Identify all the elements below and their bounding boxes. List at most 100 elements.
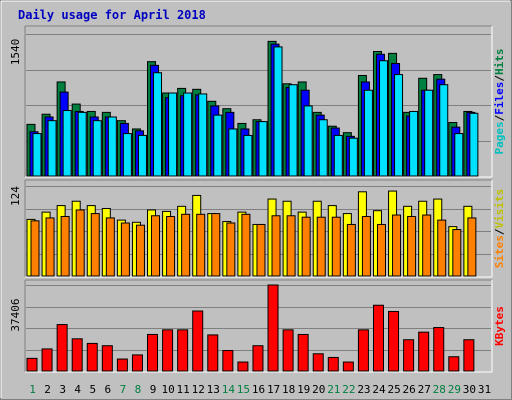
bar-pages-day-10	[168, 92, 178, 177]
x-tick-label: 21	[327, 383, 340, 396]
bar-pages-day-7	[122, 133, 132, 177]
bar-kbytes-day-10	[162, 329, 174, 372]
x-tick-label: 24	[372, 383, 386, 396]
bar-pages-day-9	[153, 72, 163, 177]
bar-pages-day-23	[363, 89, 373, 177]
x-tick-label: 20	[312, 383, 325, 396]
bar-pages-day-11	[183, 92, 193, 177]
x-tick-label: 27	[418, 383, 431, 396]
bar-kbytes-day-16	[252, 345, 264, 372]
x-tick-label: 5	[89, 383, 96, 396]
bar-pages-day-27	[424, 89, 434, 177]
bar-sites-day-5	[90, 213, 100, 277]
x-tick-label: 10	[161, 383, 174, 396]
ymax-label: 124	[9, 186, 22, 206]
bar-kbytes-day-17	[267, 284, 279, 372]
bar-kbytes-day-22	[342, 361, 354, 372]
bar-kbytes-day-11	[177, 329, 189, 372]
bar-kbytes-day-5	[86, 342, 98, 372]
legend-pages: Pages	[493, 121, 506, 154]
bar-sites-day-24	[376, 223, 386, 277]
bar-sites-day-1	[30, 220, 40, 277]
bar-sites-day-6	[105, 217, 115, 277]
bar-pages-day-21	[333, 134, 343, 177]
bar-kbytes-day-12	[192, 310, 204, 372]
bar-sites-day-17	[271, 215, 281, 277]
bar-sites-day-25	[392, 214, 402, 277]
legend-pages-files-hits: Pages/Files/Hits	[493, 49, 506, 155]
bar-sites-day-3	[60, 215, 70, 277]
bar-kbytes-day-6	[101, 345, 113, 372]
bar-pages-day-3	[62, 110, 72, 177]
x-tick-label: 9	[150, 383, 157, 396]
legend-separator: /	[493, 114, 506, 121]
bar-kbytes-day-3	[56, 324, 68, 372]
bar-kbytes-day-13	[207, 334, 219, 372]
x-tick-label: 29	[448, 383, 461, 396]
legend-separator: /	[493, 228, 506, 235]
bar-sites-day-2	[45, 217, 55, 277]
bar-pages-day-14	[228, 128, 238, 177]
bar-pages-day-5	[92, 120, 102, 177]
bar-pages-day-29	[454, 133, 464, 177]
x-tick-label: 22	[342, 383, 355, 396]
bar-pages-day-17	[273, 46, 283, 177]
bar-pages-day-25	[394, 74, 404, 177]
x-tick-label: 12	[192, 383, 205, 396]
bar-pages-day-15	[243, 134, 253, 177]
bar-pages-day-6	[107, 116, 117, 177]
x-tick-label: 16	[252, 383, 265, 396]
bar-sites-day-28	[437, 219, 447, 277]
bar-pages-day-18	[288, 84, 298, 177]
bar-kbytes-day-2	[41, 348, 53, 372]
ymax-label: 37406	[9, 298, 22, 331]
x-tick-label: 11	[177, 383, 190, 396]
bar-pages-day-13	[213, 114, 223, 177]
legend-visits: Visits	[493, 189, 506, 229]
chart-title: Daily usage for April 2018	[18, 8, 206, 22]
bar-kbytes-day-7	[116, 358, 128, 372]
bar-sites-day-21	[331, 216, 341, 277]
bar-kbytes-day-27	[418, 331, 430, 372]
bar-sites-day-14	[226, 222, 236, 277]
bar-pages-day-8	[137, 134, 147, 177]
bar-sites-day-27	[422, 214, 432, 277]
x-tick-label: 28	[433, 383, 446, 396]
x-tick-label: 1	[29, 383, 36, 396]
x-tick-label: 7	[120, 383, 127, 396]
bar-kbytes-day-15	[237, 361, 249, 372]
bar-sites-day-8	[135, 224, 145, 277]
x-tick-label: 26	[403, 383, 416, 396]
bar-kbytes-day-19	[297, 333, 309, 372]
x-tick-label: 2	[44, 383, 51, 396]
x-tick-label: 4	[74, 383, 81, 396]
bar-sites-day-12	[196, 213, 206, 277]
x-tick-label: 14	[222, 383, 236, 396]
bar-sites-day-13	[211, 213, 221, 277]
bar-kbytes-day-20	[312, 353, 324, 372]
x-tick-label: 3	[59, 383, 66, 396]
bar-pages-day-30	[469, 112, 479, 177]
bar-sites-day-10	[166, 215, 176, 277]
x-tick-label: 30	[463, 383, 476, 396]
bar-pages-day-4	[77, 111, 87, 177]
bar-sites-day-4	[75, 209, 85, 277]
bar-kbytes-day-30	[463, 339, 475, 372]
bar-pages-day-20	[318, 119, 328, 177]
bar-kbytes-day-4	[71, 338, 83, 372]
x-tick-label: 23	[357, 383, 370, 396]
x-tick-label: 31	[478, 383, 491, 396]
x-tick-label: 15	[237, 383, 250, 396]
x-tick-label: 17	[267, 383, 280, 396]
bar-pages-day-2	[47, 120, 57, 177]
bar-sites-day-26	[407, 215, 417, 277]
bar-pages-day-12	[198, 93, 208, 177]
bar-sites-day-20	[316, 216, 326, 277]
legend-separator: /	[493, 75, 506, 82]
bar-sites-day-29	[452, 229, 462, 277]
bar-kbytes-day-18	[282, 329, 294, 372]
bar-pages-day-28	[439, 84, 449, 177]
bar-kbytes-day-21	[327, 356, 339, 372]
bar-kbytes-day-14	[222, 350, 234, 372]
